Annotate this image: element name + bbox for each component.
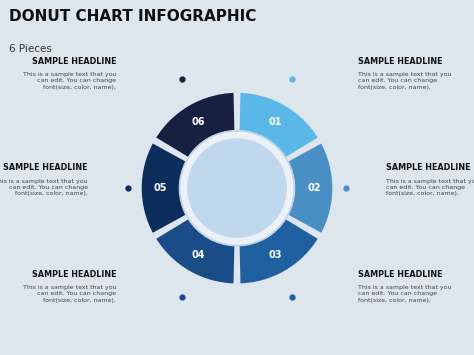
Text: This is a sample text that you
can edit. You can change
font(size, color, name),: This is a sample text that you can edit.… — [358, 285, 452, 303]
Text: SAMPLE HEADLINE: SAMPLE HEADLINE — [386, 163, 471, 172]
Wedge shape — [238, 218, 319, 285]
Wedge shape — [155, 218, 236, 285]
Text: This is a sample text that you
can edit. You can change
font(size, color, name),: This is a sample text that you can edit.… — [358, 72, 452, 90]
Wedge shape — [180, 131, 294, 245]
Text: This is a sample text that you
can edit. You can change
font(size, color, name),: This is a sample text that you can edit.… — [0, 179, 88, 196]
Text: This is a sample text that you
can edit. You can change
font(size, color, name),: This is a sample text that you can edit.… — [386, 179, 474, 196]
Wedge shape — [238, 92, 319, 159]
Text: 6 Pieces: 6 Pieces — [9, 44, 51, 54]
Wedge shape — [140, 142, 187, 235]
Text: SAMPLE HEADLINE: SAMPLE HEADLINE — [3, 163, 88, 172]
Text: This is a sample text that you
can edit. You can change
font(size, color, name),: This is a sample text that you can edit.… — [22, 285, 116, 303]
Text: 04: 04 — [192, 250, 205, 260]
Text: 05: 05 — [154, 183, 167, 193]
Text: This is a sample text that you
can edit. You can change
font(size, color, name),: This is a sample text that you can edit.… — [22, 72, 116, 90]
Text: 03: 03 — [269, 250, 282, 260]
Text: 01: 01 — [269, 117, 282, 127]
Text: 02: 02 — [307, 183, 320, 193]
Text: SAMPLE HEADLINE: SAMPLE HEADLINE — [32, 57, 116, 66]
Text: SAMPLE HEADLINE: SAMPLE HEADLINE — [358, 57, 442, 66]
Text: DONUT CHART INFOGRAPHIC: DONUT CHART INFOGRAPHIC — [9, 9, 256, 24]
Wedge shape — [287, 142, 334, 235]
Circle shape — [180, 131, 294, 245]
Text: SAMPLE HEADLINE: SAMPLE HEADLINE — [32, 270, 116, 279]
Text: 06: 06 — [192, 117, 205, 127]
Wedge shape — [155, 92, 236, 159]
Text: SAMPLE HEADLINE: SAMPLE HEADLINE — [358, 270, 442, 279]
